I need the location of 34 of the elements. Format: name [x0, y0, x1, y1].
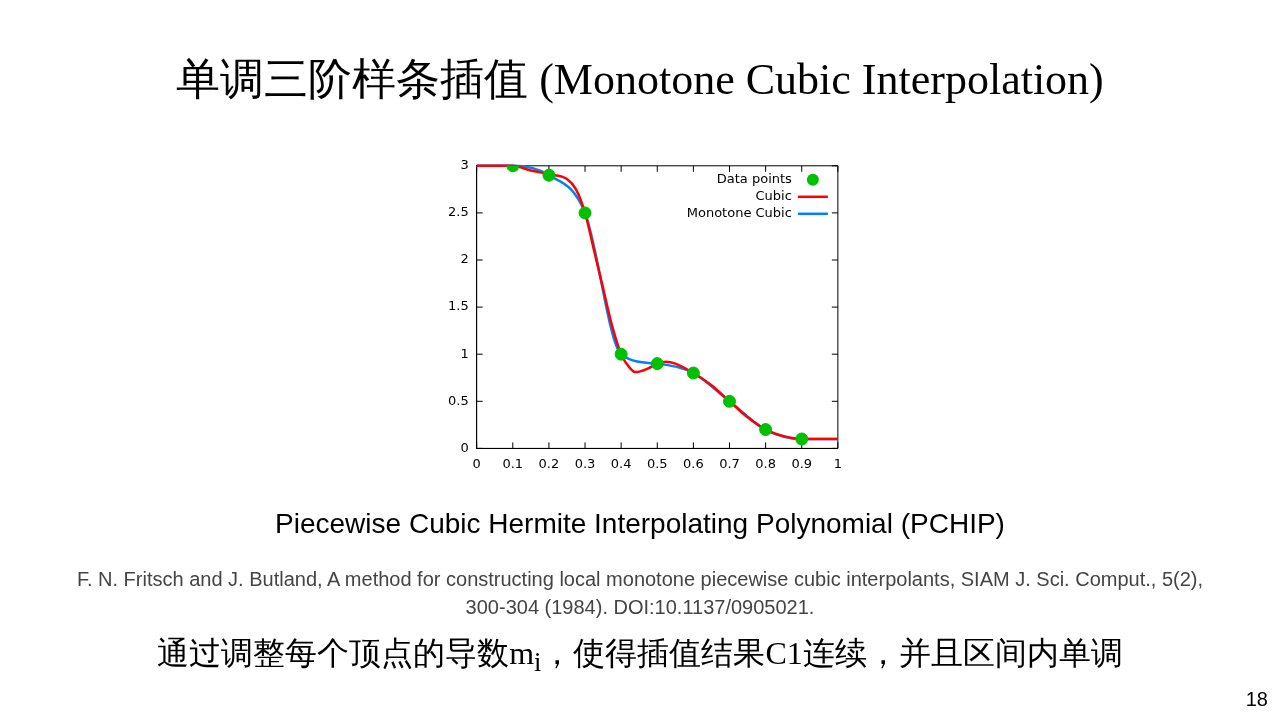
legend-label: Cubic	[755, 188, 792, 204]
y-tick-label: 2	[460, 251, 469, 267]
point	[542, 168, 556, 182]
text: 18	[1245, 688, 1268, 711]
x-tick-label: 1	[833, 455, 843, 471]
x-tick-label: 0	[472, 455, 481, 471]
text: F. N. Fritsch and J. Butland, A method for constructing local monotone piecewise cubic interpolants, SIAM J. Sci. Comput., 5(2), 300-304 (1984). DOI:10.1137/0905021.	[75, 567, 1205, 620]
point	[795, 432, 809, 446]
x-tick-label: 0.6	[683, 455, 704, 471]
x-tick-label: 0.9	[791, 455, 813, 471]
x-tick-label: 0.1	[502, 455, 524, 471]
text: 通过调整每个顶点的导数m$_{i}$，使得插值结果C1连续，并且区间内单调	[156, 634, 1124, 679]
x-tick-label: 0.5	[646, 455, 668, 471]
x-tick-label: 0.2	[538, 455, 560, 471]
point	[614, 347, 628, 361]
point	[686, 366, 700, 380]
point	[759, 423, 773, 437]
point	[723, 394, 737, 408]
x-tick-label: 0.8	[755, 455, 776, 471]
y-tick-label: 0	[460, 439, 469, 455]
y-tick-label: 0.5	[447, 392, 469, 408]
y-tick-label: 2.5	[447, 204, 469, 220]
x-tick-label: 0.7	[719, 455, 740, 471]
y-tick-label: 1.5	[447, 298, 469, 314]
point	[650, 357, 664, 371]
legend-label: Data points	[716, 171, 793, 187]
y-tick-label: 3	[460, 157, 469, 173]
x-tick-label: 0.4	[610, 455, 632, 471]
y-tick-label: 1	[460, 345, 469, 361]
x-tick-label: 0.3	[574, 455, 596, 471]
legend-label: Monotone Cubic	[686, 205, 792, 221]
chart-title: 单调三阶样条插值 (Monotone Cubic Interpolation)	[175, 54, 1105, 106]
text: Piecewise Cubic Hermite Interpolating Polynomial (PCHIP)	[274, 508, 1006, 540]
point	[578, 206, 592, 220]
